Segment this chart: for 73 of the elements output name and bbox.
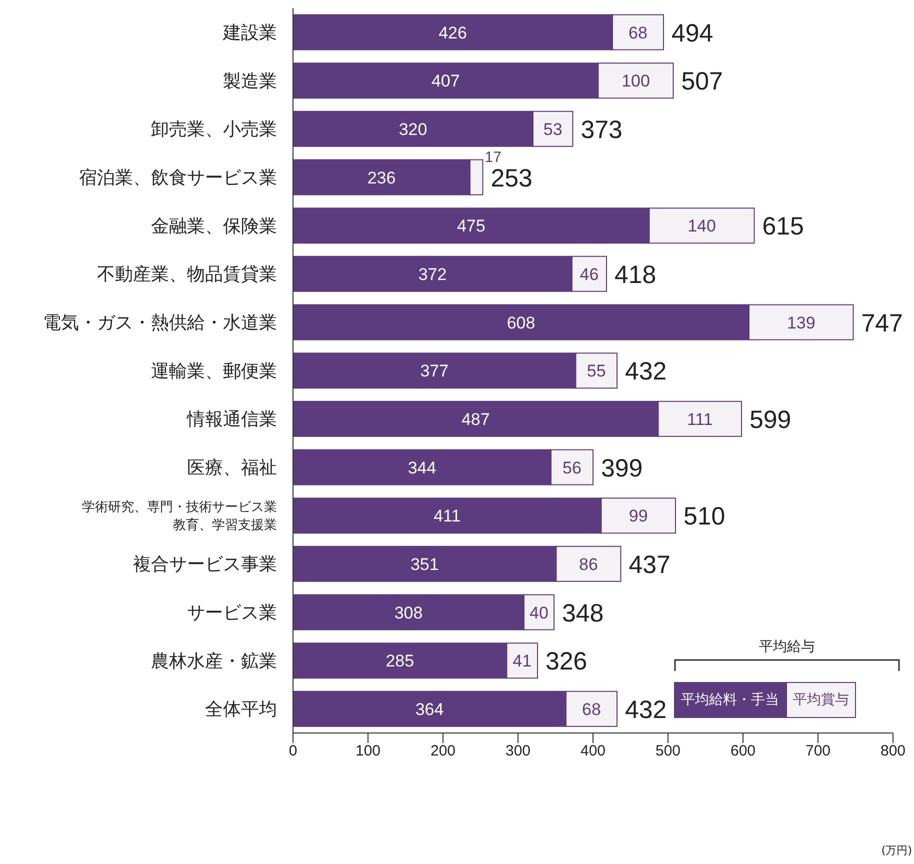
- y-tick-label: 運輸業、郵便業: [151, 360, 277, 382]
- y-tick-label: 複合サービス事業: [133, 554, 277, 576]
- x-tick-label: 500: [655, 742, 681, 760]
- y-tick-label: 医療、福祉: [187, 457, 277, 478]
- total-label: 432: [625, 358, 667, 386]
- x-tick-label: 700: [805, 742, 831, 760]
- y-tick-label: 学術研究、専門・技術サービス業教育、学習支援業: [82, 500, 277, 534]
- y-tick-label: 農林水産・鉱業: [151, 650, 277, 672]
- data-label: 344: [408, 458, 436, 478]
- data-label: 139: [786, 313, 816, 332]
- y-tick-label: 卸売業、小売業: [151, 119, 277, 140]
- data-label: 351: [410, 554, 439, 574]
- total-label: 494: [672, 19, 714, 48]
- data-label: 68: [582, 700, 601, 719]
- x-tick-label: 400: [580, 742, 606, 760]
- total-label: 399: [601, 454, 643, 482]
- y-tick-label: 情報通信業: [186, 409, 277, 430]
- total-label: 747: [861, 309, 903, 338]
- y-tick-label: 建設業: [222, 22, 277, 44]
- total-label: 507: [681, 68, 723, 96]
- data-label: 377: [420, 362, 449, 381]
- data-label: 364: [415, 700, 444, 719]
- x-tick-label: 600: [730, 742, 756, 760]
- total-label: 432: [625, 696, 667, 724]
- data-label: 68: [628, 23, 648, 42]
- data-label: 100: [622, 72, 650, 91]
- data-label: 487: [461, 410, 490, 429]
- y-tick-label: 電気・ガス・熱供給・水道業: [43, 312, 277, 334]
- y-tick-label: 宿泊業、飲食サービス業: [79, 167, 277, 188]
- total-label: 510: [684, 502, 726, 531]
- y-tick-label: 不動産業、物品賃貸業: [97, 264, 277, 286]
- x-tick-label: 100: [355, 742, 381, 760]
- total-label: 373: [580, 116, 622, 144]
- data-label: 55: [586, 362, 606, 381]
- data-label: 308: [394, 603, 423, 622]
- data-label: 86: [579, 554, 598, 574]
- data-label: 53: [543, 120, 562, 139]
- total-label: 348: [562, 599, 604, 628]
- data-label: 140: [688, 216, 716, 236]
- text: 平均給料・手当: [674, 682, 786, 718]
- total-label: 615: [762, 212, 804, 241]
- data-label: 285: [386, 652, 414, 671]
- text: (万円): [881, 843, 912, 858]
- y-tick-label: 金融業、保険業: [151, 216, 277, 237]
- data-label: 46: [580, 264, 599, 284]
- y-tick-label: 全体平均: [205, 699, 277, 720]
- x-tick-label: 300: [505, 742, 531, 760]
- data-label: 320: [398, 120, 428, 139]
- data-label: 426: [438, 23, 467, 42]
- text: 平均賞与: [786, 682, 856, 718]
- total-label: 253: [490, 164, 532, 192]
- total-label: 437: [628, 550, 670, 579]
- data-label: 407: [431, 72, 460, 91]
- data-label: 372: [418, 264, 447, 284]
- data-label: 236: [367, 168, 396, 188]
- data-label: 111: [686, 410, 713, 429]
- legend-title: 平均給与: [758, 638, 816, 656]
- data-label: 608: [506, 313, 536, 332]
- total-label: 599: [750, 406, 792, 434]
- total-label: 418: [614, 260, 656, 289]
- y-tick-label: サービス業: [187, 602, 277, 624]
- y-tick-label: 製造業: [223, 70, 277, 92]
- x-tick-label: 800: [880, 742, 906, 760]
- total-label: 326: [546, 648, 588, 676]
- data-label: 99: [628, 506, 648, 526]
- x-tick-label: 0: [288, 742, 298, 760]
- data-label: 475: [456, 216, 486, 236]
- data-label: 40: [530, 603, 548, 622]
- x-tick-label: 200: [430, 742, 456, 760]
- data-label: 56: [562, 458, 582, 478]
- data-label: 41: [512, 652, 532, 671]
- data-label: 17: [484, 148, 502, 166]
- data-label: 411: [434, 506, 461, 526]
